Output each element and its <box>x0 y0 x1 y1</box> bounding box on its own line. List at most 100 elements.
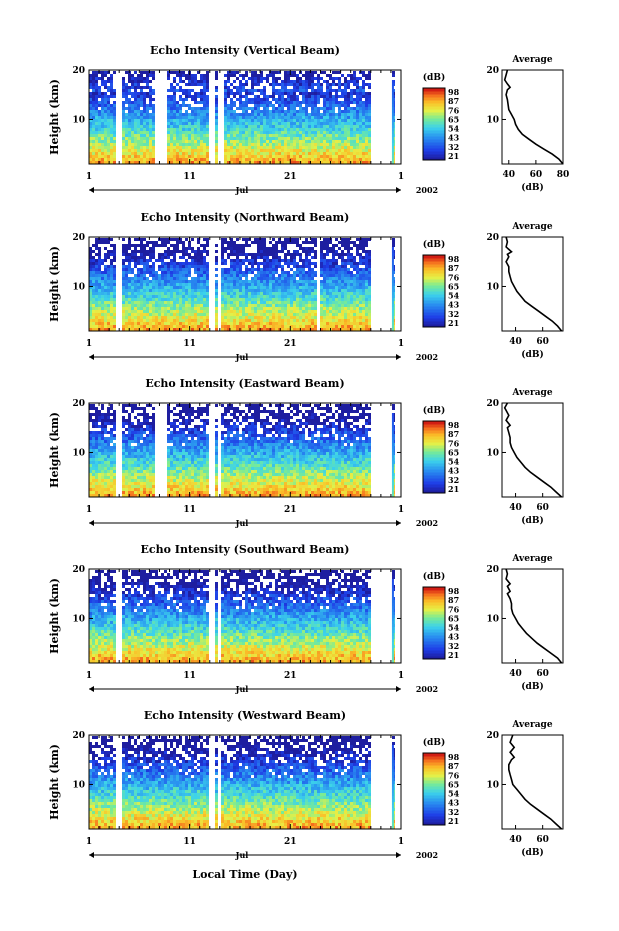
heatmap-cell <box>236 295 239 298</box>
heatmap-cell <box>191 89 194 92</box>
heatmap-cell <box>368 271 371 274</box>
heatmap-cell <box>248 131 251 134</box>
heatmap-cell <box>317 74 320 77</box>
heatmap-cell <box>311 149 314 152</box>
heatmap-cell <box>224 325 227 328</box>
heatmap-cell <box>176 158 179 161</box>
heatmap-cell <box>92 119 95 122</box>
heatmap-cell <box>242 83 245 86</box>
heatmap-cell <box>227 310 230 313</box>
heatmap-cell <box>233 274 236 277</box>
heatmap-cell <box>338 134 341 137</box>
heatmap-cell <box>230 128 233 131</box>
heatmap-cell <box>257 250 260 253</box>
heatmap-cell <box>287 241 290 244</box>
heatmap-cell <box>122 304 125 307</box>
heatmap-cell <box>260 161 263 164</box>
heatmap-cell <box>263 137 266 140</box>
heatmap-cell <box>266 280 269 283</box>
heatmap-cell <box>329 283 332 286</box>
heatmap-cell <box>230 322 233 325</box>
heatmap-cell <box>323 286 326 289</box>
heatmap-cell <box>149 125 152 128</box>
heatmap-cell <box>359 244 362 247</box>
heatmap-cell <box>146 304 149 307</box>
heatmap-cell <box>137 74 140 77</box>
heatmap-cell <box>332 250 335 253</box>
heatmap-cell <box>182 265 185 268</box>
heatmap-cell <box>143 161 146 164</box>
heatmap-cell <box>224 322 227 325</box>
heatmap-cell <box>89 298 92 301</box>
heatmap-cell <box>131 289 134 292</box>
heatmap-cell <box>155 289 158 292</box>
heatmap-cell <box>260 137 263 140</box>
heatmap-cell <box>368 116 371 119</box>
heatmap-cell <box>239 304 242 307</box>
heatmap-cell <box>308 125 311 128</box>
heatmap-cell <box>230 89 233 92</box>
heatmap-cell <box>122 322 125 325</box>
heatmap-cell <box>293 149 296 152</box>
heatmap-cell <box>338 125 341 128</box>
heatmap-cell <box>137 313 140 316</box>
heatmap-cell <box>131 316 134 319</box>
heatmap-cell <box>236 244 239 247</box>
heatmap-cell <box>98 298 101 301</box>
heatmap-cell <box>122 289 125 292</box>
heatmap-cell <box>191 131 194 134</box>
heatmap-cell <box>152 134 155 137</box>
heatmap-cell <box>391 128 394 131</box>
heatmap-cell <box>356 113 359 116</box>
heatmap-cell <box>200 298 203 301</box>
heatmap-cell <box>104 95 107 98</box>
heatmap-cell <box>101 77 104 80</box>
heatmap-cell <box>176 328 179 331</box>
heatmap-cell <box>359 95 362 98</box>
heatmap-cell <box>191 83 194 86</box>
heatmap-cell <box>263 265 266 268</box>
heatmap-cell <box>296 244 299 247</box>
heatmap-cell <box>170 71 173 74</box>
heatmap-cell <box>98 113 101 116</box>
heatmap-cell <box>164 328 167 331</box>
heatmap-cell <box>275 262 278 265</box>
heatmap-cell <box>368 101 371 104</box>
heatmap-cell <box>335 316 338 319</box>
heatmap-cell <box>176 155 179 158</box>
heatmap-cell <box>263 149 266 152</box>
heatmap-cell <box>230 238 233 241</box>
heatmap-cell <box>185 313 188 316</box>
heatmap-cell <box>278 71 281 74</box>
heatmap-cell <box>275 92 278 95</box>
heatmap-cell <box>287 283 290 286</box>
heatmap-cell <box>266 265 269 268</box>
heatmap-cell <box>257 140 260 143</box>
heatmap-cell <box>269 325 272 328</box>
heatmap-cell <box>254 241 257 244</box>
heatmap-cell <box>146 146 149 149</box>
heatmap-cell <box>344 319 347 322</box>
heatmap-cell <box>242 158 245 161</box>
heatmap-cell <box>335 262 338 265</box>
heatmap-cell <box>143 134 146 137</box>
heatmap-cell <box>356 146 359 149</box>
heatmap-cell <box>317 113 320 116</box>
heatmap-cell <box>296 265 299 268</box>
heatmap-cell <box>185 292 188 295</box>
heatmap-cell <box>182 122 185 125</box>
heatmap-cell <box>290 298 293 301</box>
heatmap-cell <box>272 310 275 313</box>
heatmap-cell <box>134 131 137 134</box>
heatmap-cell <box>278 83 281 86</box>
heatmap-cell <box>338 265 341 268</box>
heatmap-cell <box>284 241 287 244</box>
heatmap-cell <box>104 286 107 289</box>
heatmap-cell <box>182 71 185 74</box>
heatmap-cell <box>245 116 248 119</box>
heatmap-cell <box>365 289 368 292</box>
heatmap-cell <box>269 110 272 113</box>
heatmap-cell <box>164 241 167 244</box>
heatmap-cell <box>113 298 116 301</box>
heatmap-cell <box>368 256 371 259</box>
